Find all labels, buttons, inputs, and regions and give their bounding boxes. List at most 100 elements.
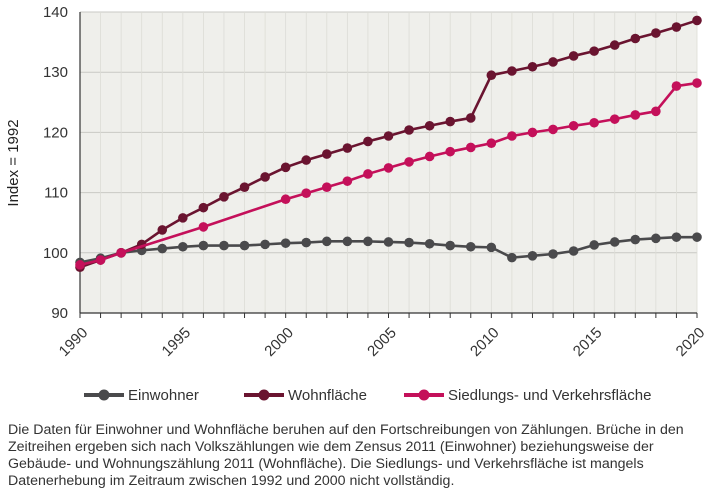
data-point [363,236,373,247]
data-point [507,252,517,263]
data-point [424,238,435,249]
legend-swatch-marker [98,389,110,401]
data-point [260,172,270,182]
legend-item: Siedlungs- und Verkehrsfläche [404,387,651,404]
data-point [239,240,250,251]
data-point [548,249,558,259]
data-point [301,155,312,165]
data-point [671,22,682,32]
data-point [198,202,209,213]
data-point [527,251,538,261]
data-point [280,162,291,173]
legend-swatch-marker [418,389,430,401]
data-point [465,142,476,153]
data-point [486,242,497,253]
series-3 [75,78,702,270]
data-point [157,243,168,254]
data-point [219,192,229,202]
data-point [342,236,353,247]
data-point [671,81,682,91]
data-point [548,124,558,135]
data-point [692,78,702,88]
legend-item: Einwohner [84,387,199,404]
data-point [609,114,620,124]
data-point [363,169,373,179]
data-point [322,149,332,159]
x-tick-label: 2005 [364,324,400,360]
data-point [651,28,661,38]
series-layer [75,15,702,273]
legend-item: Wohnfläche [244,387,367,404]
data-point [630,33,641,44]
x-tick-label: 1995 [159,324,195,360]
data-point [404,237,414,248]
data-point [322,182,332,192]
data-point [527,61,538,72]
data-point [507,131,517,141]
data-point [404,157,414,167]
data-point [445,146,456,157]
x-tick-label: 1990 [56,324,92,360]
x-tick-labels: 1990 1995 2000 2005 2010 2015 2020 [56,324,709,360]
y-tick-label: 140 [43,4,68,21]
x-tick-label: 2015 [570,324,606,360]
data-point [383,237,394,247]
data-point [280,238,291,248]
data-point [507,66,517,76]
data-point [465,113,476,123]
data-point [651,233,661,244]
data-point [630,110,641,120]
legend-label: Siedlungs- und Verkehrsfläche [448,387,651,404]
data-point [404,125,414,135]
legend-label: Einwohner [128,387,199,404]
legend-label: Wohnfläche [288,387,367,404]
data-point [424,151,435,162]
data-point [568,51,579,61]
y-tick-labels: 90 100 110 120 130 140 [43,4,68,322]
data-point [589,46,599,56]
data-point [589,240,599,250]
x-tick-label: 2000 [261,324,297,360]
data-point [342,176,353,186]
data-point [445,240,456,251]
data-point [178,241,188,252]
y-tick-label: 110 [44,185,68,202]
data-point [630,234,641,245]
data-point [424,120,435,131]
data-point [363,136,373,147]
data-point [527,127,538,138]
series-1 [75,232,702,268]
data-point [116,248,126,258]
data-point [609,237,620,247]
footnote: Die Daten für Einwohner und Wohnfläche b… [8,422,684,489]
data-point [178,213,188,223]
data-point [322,236,332,247]
legend: Einwohner Wohnfläche Siedlungs- und Verkeh… [84,387,651,404]
line-chart: 90 100 110 120 130 140 1990 1995 2000 2005 2010 20… [5,4,709,404]
data-point [260,239,270,250]
data-point [486,70,497,81]
data-point [568,246,579,256]
legend-swatch-marker [258,389,270,401]
data-point [157,225,168,235]
data-point [383,131,394,141]
data-point [671,232,682,242]
data-point [609,40,620,50]
grid-lines [79,11,698,314]
data-point [219,240,229,251]
series-2 [75,15,702,273]
data-point [75,260,85,270]
data-point [342,143,353,153]
data-point [383,163,394,173]
data-point [465,241,476,252]
data-point [589,117,599,128]
data-point [280,194,291,205]
y-tick-label: 120 [43,124,68,141]
data-point [548,57,558,67]
data-point [95,255,106,265]
data-point [568,120,579,131]
data-point [692,15,702,26]
data-point [198,222,209,232]
data-point [301,188,312,199]
y-tick-label: 100 [43,245,68,262]
